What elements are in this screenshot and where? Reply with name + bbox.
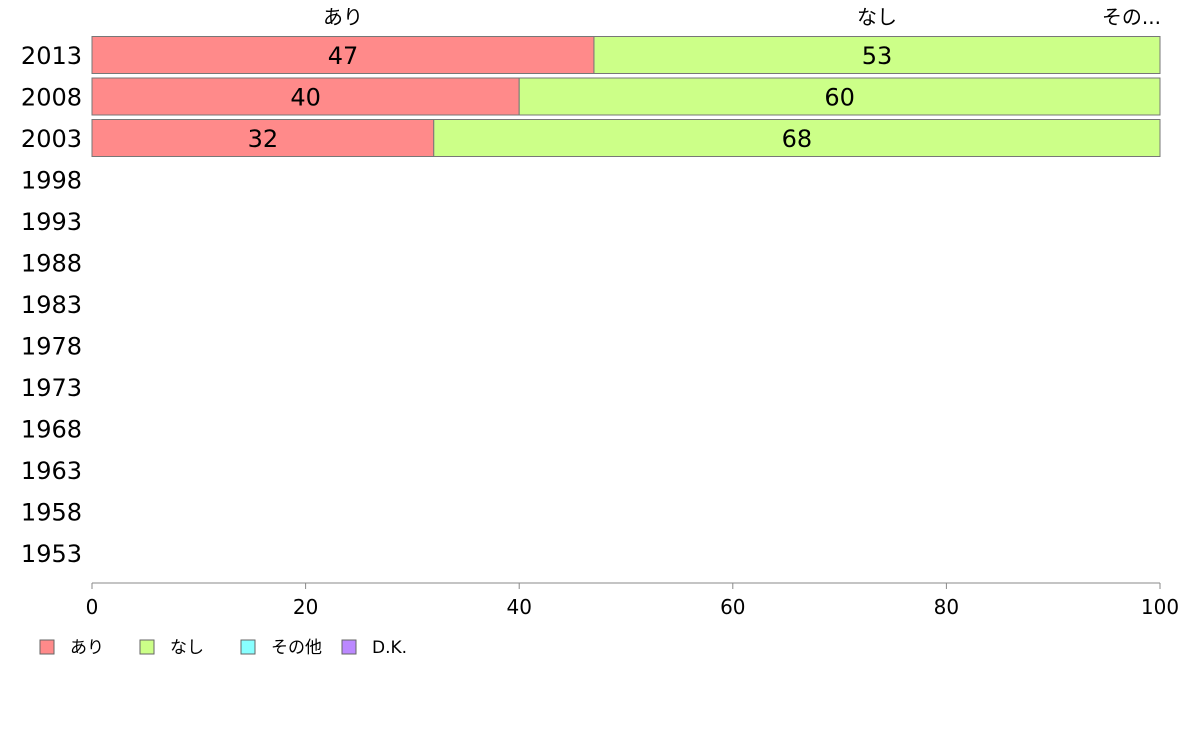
y-tick-label: 1993	[21, 208, 82, 236]
bar-segment	[91, 119, 435, 157]
legend-label: その他	[271, 638, 322, 658]
data-label: 32	[248, 125, 279, 153]
y-tick-label: 2008	[21, 84, 82, 112]
top-label: あり	[323, 5, 363, 29]
y-tick-label: 1953	[21, 540, 82, 568]
y-tick-label: 1978	[21, 333, 82, 361]
top-label: その...	[1102, 5, 1161, 29]
y-tick-label: 1983	[21, 291, 82, 319]
legend-label: なし	[170, 638, 204, 658]
y-tick-label: 1973	[21, 374, 82, 402]
legend-swatch	[341, 639, 357, 655]
bar-segment	[593, 36, 1161, 74]
legend-label: D.K.	[372, 638, 407, 658]
x-tick-label: 0	[86, 595, 99, 619]
legend-swatch	[39, 639, 55, 655]
y-tick-label: 2013	[21, 42, 82, 70]
data-label: 68	[782, 125, 813, 153]
x-tick-label: 20	[293, 595, 318, 619]
bar-segment	[433, 119, 1161, 157]
y-tick-label: 1968	[21, 416, 82, 444]
legend-swatch	[240, 639, 256, 655]
data-label: 60	[824, 84, 855, 112]
bar-segment	[91, 36, 595, 74]
legend-label: あり	[70, 638, 104, 658]
x-tick-label: 80	[934, 595, 959, 619]
x-tick-label: 100	[1141, 595, 1179, 619]
y-tick-label: 1998	[21, 167, 82, 195]
y-tick-label: 1963	[21, 457, 82, 485]
x-tick-label: 60	[720, 595, 745, 619]
top-label: なし	[857, 5, 897, 29]
bar-segment	[91, 77, 520, 116]
y-tick-label: 1988	[21, 250, 82, 278]
data-label: 40	[290, 84, 321, 112]
y-tick-label: 1958	[21, 499, 82, 527]
bar-segment	[518, 77, 1161, 116]
x-tick-label: 40	[506, 595, 531, 619]
y-tick-label: 2003	[21, 125, 82, 153]
legend-swatch	[139, 639, 155, 655]
data-label: 47	[328, 42, 359, 70]
data-label: 53	[862, 42, 893, 70]
